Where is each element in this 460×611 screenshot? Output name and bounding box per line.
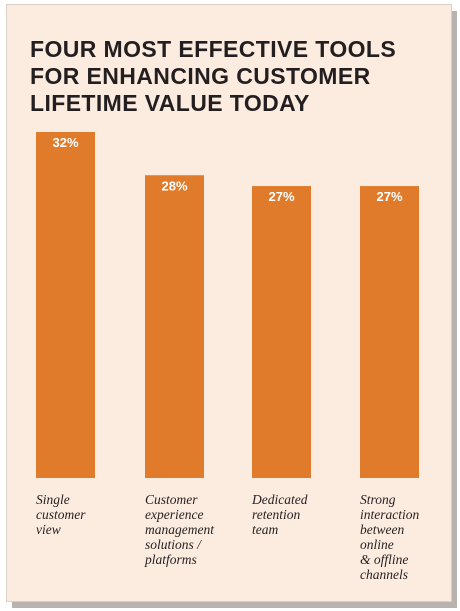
category-label-1: Single customer view: [36, 492, 86, 537]
category-label-2: Customer experience management solutions…: [145, 492, 214, 567]
bar-2: [145, 175, 204, 478]
title-line-1: FOUR MOST EFFECTIVE TOOLS: [30, 36, 397, 62]
bar-4: [360, 186, 419, 478]
bar-value-label-2: 28%: [161, 178, 187, 193]
bar-value-label-3: 27%: [268, 189, 294, 204]
bar-value-label-4: 27%: [376, 189, 402, 204]
title-line-3: LIFETIME VALUE TODAY: [30, 90, 310, 116]
category-label-3: Dedicated retention team: [252, 492, 308, 537]
bar-3: [252, 186, 311, 478]
title-line-2: FOR ENHANCING CUSTOMER: [30, 63, 371, 89]
category-label-4: Strong interaction between online & offl…: [360, 492, 420, 582]
bar-1: [36, 132, 95, 478]
bar-value-label-1: 32%: [52, 135, 78, 150]
chart-title: FOUR MOST EFFECTIVE TOOLS FOR ENHANCING …: [30, 36, 440, 117]
